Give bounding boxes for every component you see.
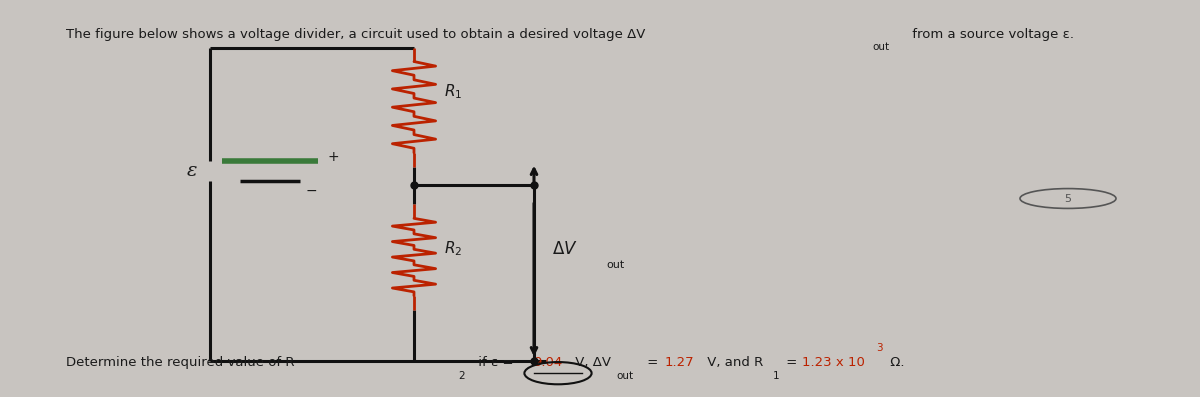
Text: $R_2$: $R_2$ [444, 240, 462, 258]
Text: The figure below shows a voltage divider, a circuit used to obtain a desired vol: The figure below shows a voltage divider… [66, 28, 646, 41]
Text: $R_1$: $R_1$ [444, 82, 462, 101]
Text: $ΔV$: $ΔV$ [552, 241, 577, 258]
Text: Ω.: Ω. [886, 356, 904, 369]
Text: +: + [328, 150, 340, 164]
Text: V, and R: V, and R [703, 356, 763, 369]
Text: out: out [606, 260, 624, 270]
Text: if ε =: if ε = [474, 356, 517, 369]
Text: =: = [782, 356, 802, 369]
Text: =: = [643, 356, 662, 369]
Text: 1: 1 [773, 371, 780, 381]
Text: V, ΔV: V, ΔV [571, 356, 611, 369]
Text: out: out [872, 42, 889, 52]
Text: 5: 5 [1064, 193, 1072, 204]
Text: out: out [617, 371, 634, 381]
Text: 9.04: 9.04 [533, 356, 562, 369]
Text: ε: ε [187, 162, 197, 180]
Text: 3: 3 [876, 343, 883, 353]
Text: Determine the required value of R: Determine the required value of R [66, 356, 294, 369]
Text: 2: 2 [458, 371, 466, 381]
Text: 1.27: 1.27 [665, 356, 695, 369]
Text: from a source voltage ε.: from a source voltage ε. [908, 28, 1074, 41]
Text: 1.23 x 10: 1.23 x 10 [802, 356, 864, 369]
Text: −: − [306, 183, 318, 198]
